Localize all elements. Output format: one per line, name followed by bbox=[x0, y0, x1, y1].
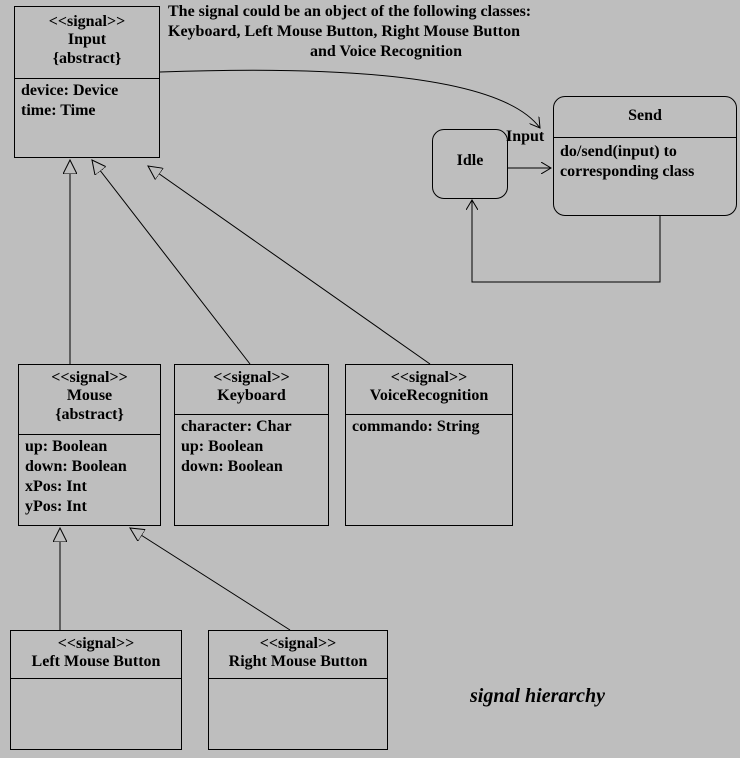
state-send-body-0: do/send(input) to bbox=[560, 142, 730, 162]
edge-voice-input bbox=[148, 166, 430, 364]
class-voice: <<signal>> VoiceRecognition commando: St… bbox=[345, 364, 513, 526]
class-mouse-attr-3: yPos: Int bbox=[25, 497, 154, 517]
class-rmb-stereotype: <<signal>> bbox=[213, 635, 383, 653]
class-mouse: <<signal>> Mouse {abstract} up: Boolean … bbox=[18, 364, 161, 526]
class-input: <<signal>> Input {abstract} device: Devi… bbox=[14, 6, 160, 158]
class-input-attr-0: device: Device bbox=[21, 81, 153, 101]
class-voice-name: VoiceRecognition bbox=[350, 387, 508, 405]
state-idle: Idle bbox=[432, 129, 508, 199]
diagram-canvas: The signal could be an object of the fol… bbox=[0, 0, 740, 758]
state-send: Send do/send(input) to corresponding cla… bbox=[553, 96, 737, 216]
edge-note-anchor bbox=[160, 70, 540, 128]
class-voice-attr-0: commando: String bbox=[352, 417, 506, 437]
class-keyboard-stereotype: <<signal>> bbox=[179, 369, 324, 387]
diagram-caption: signal hierarchy bbox=[470, 685, 605, 708]
class-lmb: <<signal>> Left Mouse Button bbox=[10, 630, 182, 750]
class-input-stereotype: <<signal>> bbox=[19, 13, 155, 31]
note-line2: Keyboard, Left Mouse Button, Right Mouse… bbox=[168, 23, 520, 41]
class-keyboard-attr-0: character: Char bbox=[181, 417, 322, 437]
class-mouse-constraint: {abstract} bbox=[23, 406, 156, 424]
edge-rmb-mouse bbox=[130, 528, 290, 630]
class-keyboard-attr-2: down: Boolean bbox=[181, 457, 322, 477]
class-voice-stereotype: <<signal>> bbox=[350, 369, 508, 387]
class-keyboard-name: Keyboard bbox=[179, 387, 324, 405]
note-line3: and Voice Recognition bbox=[310, 43, 462, 61]
edge-keyboard-input bbox=[92, 160, 250, 364]
state-send-title: Send bbox=[554, 97, 736, 137]
class-mouse-attr-2: xPos: Int bbox=[25, 477, 154, 497]
state-send-body-1: corresponding class bbox=[560, 162, 730, 182]
class-mouse-attr-1: down: Boolean bbox=[25, 457, 154, 477]
class-lmb-name: Left Mouse Button bbox=[15, 653, 177, 671]
transition-label-input: Input bbox=[506, 128, 544, 146]
class-keyboard: <<signal>> Keyboard character: Char up: … bbox=[174, 364, 329, 526]
class-input-constraint: {abstract} bbox=[19, 50, 155, 68]
note-line1: The signal could be an object of the fol… bbox=[168, 3, 531, 21]
state-idle-title: Idle bbox=[433, 130, 507, 176]
class-mouse-attr-0: up: Boolean bbox=[25, 437, 154, 457]
class-mouse-name: Mouse bbox=[23, 387, 156, 405]
class-keyboard-attr-1: up: Boolean bbox=[181, 437, 322, 457]
class-input-name: Input bbox=[19, 31, 155, 49]
class-rmb-name: Right Mouse Button bbox=[213, 653, 383, 671]
class-rmb: <<signal>> Right Mouse Button bbox=[208, 630, 388, 750]
class-input-attr-1: time: Time bbox=[21, 101, 153, 121]
class-lmb-stereotype: <<signal>> bbox=[15, 635, 177, 653]
class-mouse-stereotype: <<signal>> bbox=[23, 369, 156, 387]
